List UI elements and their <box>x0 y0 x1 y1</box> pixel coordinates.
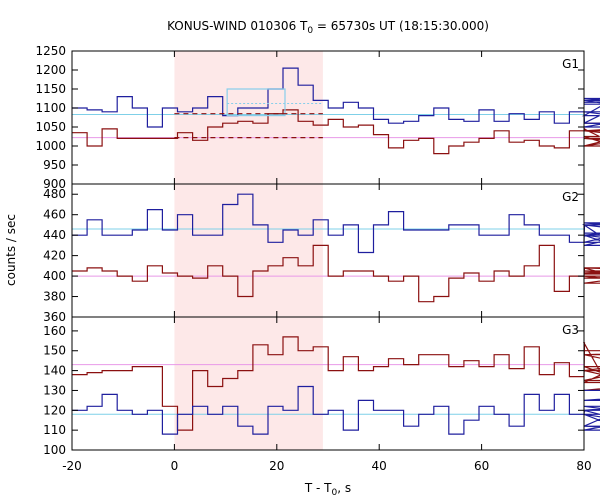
y-tick-label: 360 <box>43 310 66 324</box>
y-tick-label: 480 <box>43 187 66 201</box>
x-axis-ticks: -20 0 20 40 60 80 <box>62 459 591 473</box>
y-tick-label: 1250 <box>35 44 66 58</box>
panel-label: G3 <box>562 323 579 337</box>
x-tick-label: -20 <box>62 459 82 473</box>
x-tick-label: 20 <box>269 459 284 473</box>
panel-frames <box>71 50 585 451</box>
x-tick-label: 80 <box>576 459 591 473</box>
x-tick-label: 60 <box>474 459 489 473</box>
x-tick-label: 0 <box>171 459 179 473</box>
y-tick-label: 130 <box>43 383 66 397</box>
y-tick-label: 1050 <box>35 120 66 134</box>
highlight-band <box>174 51 323 450</box>
x-axis-label: T - T0, s <box>304 481 351 498</box>
y-tick-label: 1150 <box>35 82 66 96</box>
peak-box <box>226 88 286 117</box>
red-light-curve <box>72 244 600 303</box>
y-tick-label: 140 <box>43 364 66 378</box>
panel-frame <box>71 316 585 451</box>
y-tick-label: 150 <box>43 344 66 358</box>
blue-light-curve <box>72 67 600 128</box>
red-light-curve <box>72 109 600 155</box>
y-tick-label: 950 <box>43 158 66 172</box>
panel-label: G2 <box>562 190 579 204</box>
blue-light-curve <box>72 193 600 254</box>
y-tick-label: 110 <box>43 423 66 437</box>
x-tick-label: 40 <box>372 459 387 473</box>
panel-label: G1 <box>562 57 579 71</box>
y-tick-label: 420 <box>43 249 66 263</box>
highlight-rect <box>174 51 323 450</box>
y-tick-label: 120 <box>43 403 66 417</box>
y-tick-label: 1200 <box>35 63 66 77</box>
y-tick-label: 900 <box>43 177 66 191</box>
y-tick-label: 160 <box>43 324 66 338</box>
panel-frame <box>71 50 585 185</box>
y-tick-label: 380 <box>43 290 66 304</box>
y-tick-label: 1100 <box>35 101 66 115</box>
chart-title: KONUS-WIND 010306 T0 = 65730s UT (18:15:… <box>167 19 489 36</box>
y-tick-label: 460 <box>43 208 66 222</box>
y-tick-label: 100 <box>43 443 66 457</box>
y-tick-label: 440 <box>43 228 66 242</box>
panel-g1: 900 950 1000 1050 1100 1150 1200 1250 G1 <box>35 44 600 191</box>
blue-light-curve <box>72 385 600 435</box>
y-tick-label: 400 <box>43 269 66 283</box>
y-axis-label: counts / sec <box>4 214 18 286</box>
y-tick-label: 1000 <box>35 139 66 153</box>
panel-g2: 360 380 400 420 440 460 480 G2 <box>43 184 600 324</box>
red-light-curve <box>72 336 600 431</box>
